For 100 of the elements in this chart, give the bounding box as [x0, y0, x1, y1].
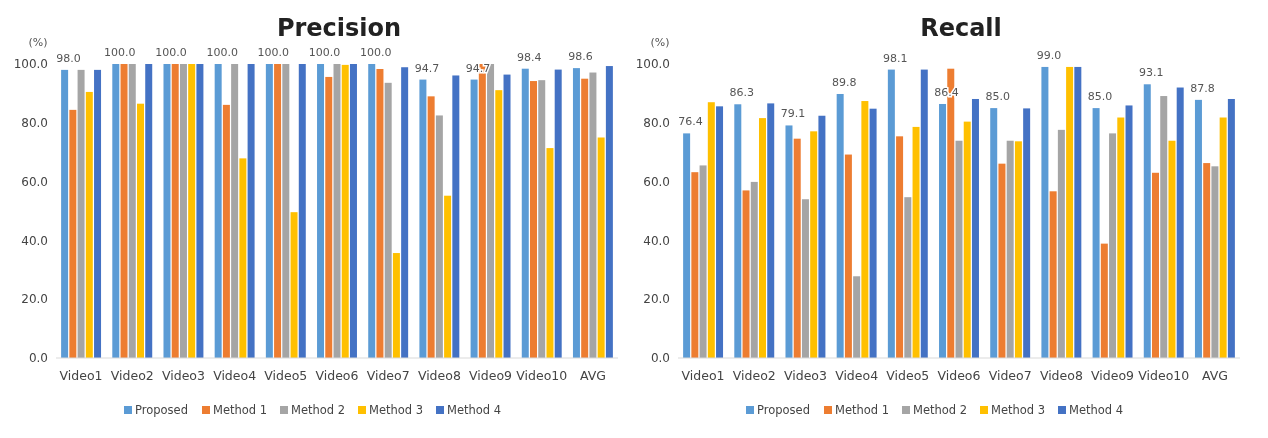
- y-axis-title: (%): [28, 36, 48, 49]
- bar: [521, 68, 529, 358]
- x-tick-label: Video8: [417, 368, 461, 383]
- bar: [1100, 243, 1108, 358]
- chart-title: Precision: [276, 14, 402, 42]
- bar: [120, 64, 128, 358]
- bar: [298, 64, 306, 358]
- bar: [853, 276, 861, 358]
- bar: [1117, 117, 1125, 358]
- y-tick-label: 20.0: [21, 292, 48, 307]
- data-label: 98.6: [568, 50, 593, 64]
- data-label: 100.0: [155, 46, 187, 59]
- y-tick-label: 80.0: [643, 116, 670, 130]
- chart-title: Recall: [920, 14, 1002, 42]
- bar: [1057, 129, 1065, 358]
- bar: [759, 118, 766, 358]
- bar: [1219, 117, 1227, 358]
- legend-label: Method 4: [1069, 403, 1124, 417]
- bar: [290, 212, 298, 358]
- bar: [605, 66, 613, 358]
- bar: [1160, 96, 1168, 358]
- y-tick-label: 100.0: [635, 57, 670, 72]
- y-tick-label: 60.0: [643, 174, 670, 189]
- bar: [179, 64, 187, 358]
- bar: [589, 72, 597, 358]
- data-label: 100.0: [308, 46, 341, 59]
- bar: [384, 82, 392, 358]
- legend-label: Method 1: [213, 403, 268, 417]
- bar: [1211, 166, 1219, 358]
- bar: [1194, 99, 1202, 358]
- bar: [1092, 108, 1100, 358]
- y-tick-label: 100.0: [13, 57, 48, 72]
- bar: [904, 197, 912, 358]
- bar: [597, 137, 605, 358]
- bar: [214, 64, 222, 358]
- bar: [546, 148, 554, 358]
- x-tick-label: Video7: [988, 368, 1032, 383]
- bar: [222, 104, 230, 358]
- y-tick-label: 40.0: [643, 233, 670, 248]
- bar: [887, 69, 895, 358]
- bar: [844, 154, 852, 358]
- bar: [1049, 191, 1057, 358]
- y-tick-label: 60.0: [21, 174, 48, 189]
- bar: [188, 64, 196, 358]
- x-tick-label: Video3: [161, 368, 205, 383]
- bar: [691, 172, 699, 358]
- bar: [368, 64, 376, 358]
- bar: [939, 103, 947, 358]
- x-tick-label: Video9: [1091, 368, 1135, 383]
- bar: [265, 64, 273, 358]
- bar: [495, 90, 503, 358]
- x-tick-label: Video8: [1039, 368, 1083, 383]
- bar: [869, 108, 877, 358]
- bar: [325, 76, 333, 358]
- bar: [1203, 163, 1211, 358]
- data-label: 100.0: [359, 46, 392, 59]
- bar: [836, 93, 844, 358]
- bar: [963, 121, 971, 358]
- data-label: 100.0: [104, 46, 136, 59]
- data-label: 87.8: [1190, 81, 1215, 95]
- x-tick-label: Video5: [886, 368, 930, 383]
- data-label: 85.0: [985, 90, 1010, 104]
- bar: [470, 79, 478, 358]
- data-label: 99.0: [1036, 48, 1062, 62]
- bar: [69, 109, 77, 358]
- bar: [1074, 66, 1082, 358]
- bar: [1152, 172, 1159, 358]
- bar: [1227, 98, 1235, 358]
- bar: [530, 81, 537, 358]
- bar: [163, 64, 171, 358]
- bar: [581, 78, 589, 358]
- bar: [77, 69, 85, 358]
- bar: [572, 68, 580, 358]
- data-label: 100.0: [206, 46, 238, 59]
- y-tick-label: 20.0: [643, 292, 670, 307]
- bar: [742, 190, 750, 358]
- data-label: 98.1: [883, 51, 908, 65]
- bar: [990, 108, 998, 358]
- legend-label: Proposed: [135, 403, 188, 417]
- bar: [112, 64, 120, 358]
- x-tick-label: Video2: [732, 368, 776, 383]
- x-tick-label: Video2: [110, 368, 154, 383]
- data-label: 86.3: [729, 86, 755, 100]
- bar: [1066, 66, 1074, 358]
- legend-label: Method 1: [835, 403, 890, 417]
- data-label: 79.1: [780, 107, 806, 121]
- y-tick-label: 80.0: [21, 116, 48, 130]
- x-tick-label: Video4: [835, 368, 879, 383]
- data-label: 100.0: [257, 46, 290, 59]
- legend-label: Method 3: [369, 403, 424, 417]
- data-label: 93.1: [1139, 66, 1164, 80]
- bar: [94, 69, 102, 358]
- bar: [1168, 140, 1176, 358]
- bar: [971, 98, 979, 358]
- x-tick-label: Video7: [366, 368, 410, 383]
- bar: [1176, 87, 1184, 358]
- x-tick-label: Video6: [937, 368, 981, 383]
- bar: [1014, 141, 1022, 358]
- bar: [1041, 66, 1049, 358]
- x-tick-label: AVG: [579, 368, 606, 383]
